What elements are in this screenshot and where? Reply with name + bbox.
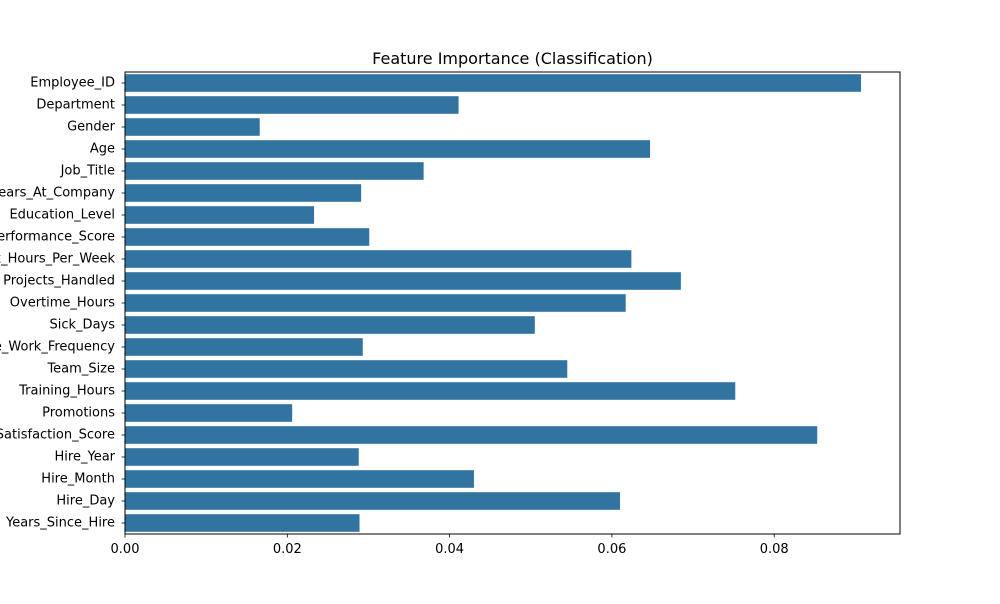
bar-remote-work-frequency xyxy=(125,338,363,356)
y-tick-label: Hire_Day xyxy=(56,494,115,509)
x-tick-label: 0.06 xyxy=(597,542,626,557)
bar-employee-id xyxy=(125,74,862,92)
bar-department xyxy=(125,96,459,114)
bar-overtime-hours xyxy=(125,294,626,312)
bar-job-title xyxy=(125,162,424,180)
y-tick-label: Education_Level xyxy=(9,208,115,223)
bar-sick-days xyxy=(125,316,535,334)
y-tick-label: Employee_Satisfaction_Score xyxy=(0,428,115,443)
y-tick-label: Projects_Handled xyxy=(3,274,115,289)
x-tick-label: 0.00 xyxy=(111,542,140,557)
y-tick-label: Job_Title xyxy=(60,164,115,179)
bar-education-level xyxy=(125,206,315,224)
y-tick-label: Training_Hours xyxy=(18,384,115,399)
y-tick-label: Years_Since_Hire xyxy=(5,516,115,531)
bar-work-hours-per-week xyxy=(125,250,632,268)
bar-training-hours xyxy=(125,382,736,400)
bars-group xyxy=(125,74,862,532)
bar-hire-year xyxy=(125,448,359,466)
y-tick-labels: Employee_ID Department Gender Age Job_Title Y… xyxy=(0,76,125,531)
bar-years-at-company xyxy=(125,184,362,202)
y-tick-label: Work_Hours_Per_Week xyxy=(0,252,115,267)
y-tick-label: Gender xyxy=(67,120,116,135)
bar-age xyxy=(125,140,651,158)
chart-title: Feature Importance (Classification) xyxy=(372,49,653,68)
x-tick-label: 0.04 xyxy=(435,542,464,557)
y-tick-label: Age xyxy=(90,142,115,157)
y-tick-label: Team_Size xyxy=(46,362,115,377)
x-tick-label: 0.02 xyxy=(273,542,302,557)
bar-hire-day xyxy=(125,492,621,510)
y-tick-label: Overtime_Hours xyxy=(10,296,115,311)
y-tick-label: Hire_Month xyxy=(41,472,115,487)
bar-team-size xyxy=(125,360,568,378)
y-tick-label: Years_At_Company xyxy=(0,186,115,201)
y-tick-label: Sick_Days xyxy=(50,318,116,333)
plot-frame xyxy=(124,71,901,535)
y-tick-label: Employee_ID xyxy=(30,76,115,91)
y-tick-label: Promotions xyxy=(42,406,115,421)
y-tick-label: Remote_Work_Frequency xyxy=(0,340,115,355)
bar-gender xyxy=(125,118,260,136)
y-tick-label: Department xyxy=(36,98,115,113)
bar-performance-score xyxy=(125,228,370,246)
y-tick-label: Hire_Year xyxy=(55,450,116,465)
bar-years-since-hire xyxy=(125,514,360,532)
x-tick-label: 0.08 xyxy=(760,542,789,557)
bar-hire-month xyxy=(125,470,474,488)
bar-employee-satisfaction-score xyxy=(125,426,818,444)
y-tick-label: Performance_Score xyxy=(0,230,115,245)
x-axis: 0.00 0.02 0.04 0.06 0.08 xyxy=(111,534,789,557)
bar-projects-handled xyxy=(125,272,681,290)
bar-promotions xyxy=(125,404,293,422)
